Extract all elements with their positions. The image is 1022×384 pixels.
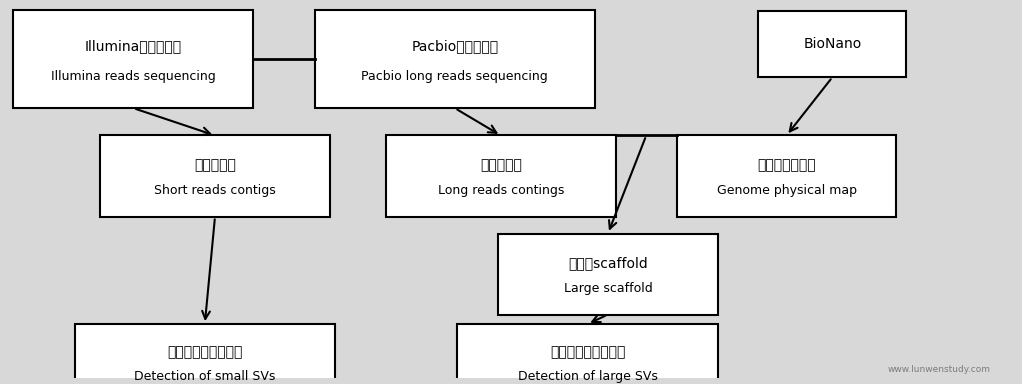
- Text: Detection of large SVs: Detection of large SVs: [517, 370, 657, 383]
- Text: Large scaffold: Large scaffold: [563, 282, 652, 295]
- FancyBboxPatch shape: [458, 324, 717, 384]
- Text: Genome physical map: Genome physical map: [716, 184, 856, 197]
- Text: Pacbio long reads sequencing: Pacbio long reads sequencing: [362, 70, 548, 83]
- Text: Illumina reads sequencing: Illumina reads sequencing: [51, 70, 216, 83]
- FancyBboxPatch shape: [677, 136, 896, 217]
- Text: BioNano: BioNano: [803, 37, 862, 51]
- FancyBboxPatch shape: [499, 233, 717, 314]
- Text: Detection of small SVs: Detection of small SVs: [134, 370, 276, 383]
- Text: Long reads contings: Long reads contings: [437, 184, 564, 197]
- FancyBboxPatch shape: [315, 10, 595, 108]
- FancyBboxPatch shape: [100, 136, 330, 217]
- Text: 小片段结构变异检测: 小片段结构变异检测: [168, 346, 242, 359]
- Text: 长片段拼接: 长片段拼接: [480, 159, 522, 172]
- FancyBboxPatch shape: [13, 10, 253, 108]
- FancyBboxPatch shape: [75, 324, 335, 384]
- Text: 大片段结构变异检测: 大片段结构变异检测: [550, 346, 625, 359]
- Text: 短片段拼接: 短片段拼接: [194, 159, 236, 172]
- Text: Pacbio长读长测序: Pacbio长读长测序: [411, 40, 499, 53]
- Text: 基因组物理图谱: 基因组物理图谱: [757, 159, 816, 172]
- Text: Illumina短读长测序: Illumina短读长测序: [85, 40, 182, 53]
- FancyBboxPatch shape: [758, 11, 907, 77]
- FancyBboxPatch shape: [386, 136, 615, 217]
- Text: 大片段scaffold: 大片段scaffold: [568, 257, 648, 270]
- Text: www.lunwenstudy.com: www.lunwenstudy.com: [888, 365, 990, 374]
- Text: Short reads contigs: Short reads contigs: [154, 184, 276, 197]
